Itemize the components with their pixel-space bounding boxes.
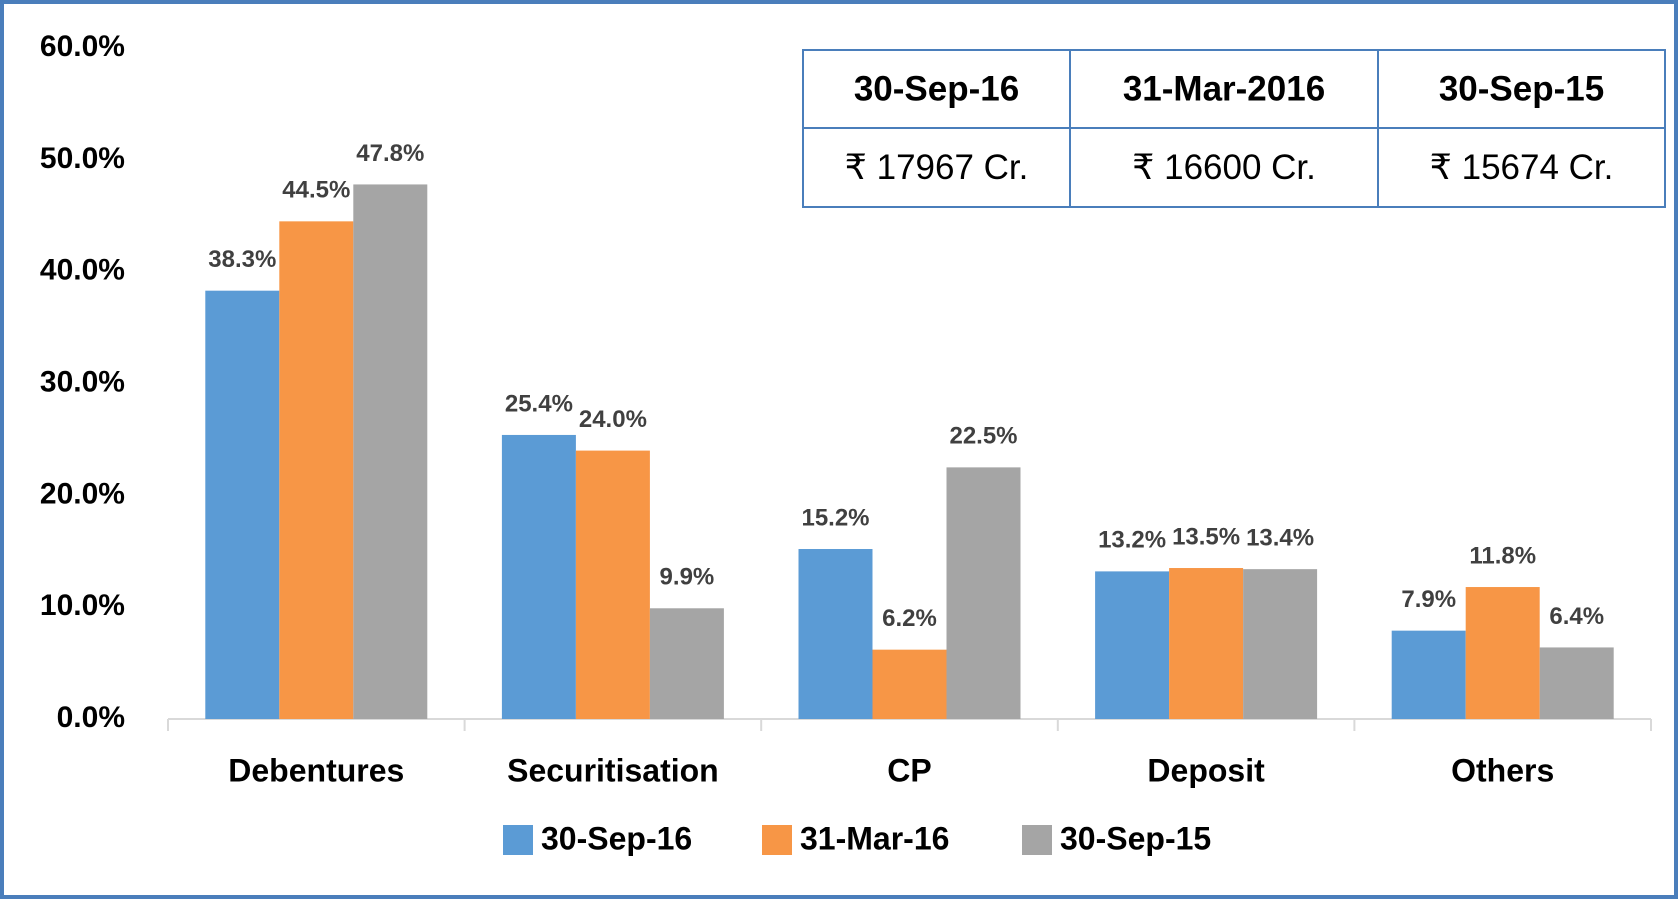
value-label: 6.2%: [882, 605, 937, 632]
bar: [1391, 630, 1466, 719]
bar: [501, 434, 576, 719]
table-header: 31-Mar-2016: [1123, 69, 1325, 108]
x-tick-label: CP: [887, 752, 931, 788]
table-header: 30-Sep-15: [1439, 69, 1604, 108]
value-label: 6.4%: [1549, 603, 1604, 630]
bar: [1539, 647, 1614, 719]
x-tick-label: Deposit: [1147, 752, 1265, 788]
legend-label: 30-Sep-16: [541, 820, 692, 856]
bar: [205, 290, 280, 719]
bar: [798, 549, 873, 719]
bar: [279, 221, 354, 719]
y-tick-label: 0.0%: [57, 701, 125, 734]
value-label: 38.3%: [208, 246, 276, 273]
value-label: 13.5%: [1172, 523, 1240, 550]
x-tick-label: Securitisation: [507, 752, 719, 788]
table-cell: ₹ 17967 Cr.: [845, 148, 1029, 187]
x-tick-label: Others: [1451, 752, 1554, 788]
y-tick-label: 60.0%: [40, 30, 125, 63]
value-label: 47.8%: [356, 140, 424, 167]
value-label: 44.5%: [282, 177, 350, 204]
y-tick-label: 10.0%: [40, 589, 125, 622]
bar: [1169, 568, 1244, 719]
value-label: 7.9%: [1401, 586, 1456, 613]
table-cell: ₹ 15674 Cr.: [1430, 148, 1614, 187]
legend-swatch: [762, 825, 792, 855]
bar: [1095, 571, 1170, 719]
x-tick-label: Debentures: [228, 752, 404, 788]
legend-label: 31-Mar-16: [800, 820, 949, 856]
bar: [649, 608, 724, 719]
bar: [353, 184, 428, 720]
y-tick-label: 50.0%: [40, 142, 125, 175]
legend-swatch: [503, 825, 533, 855]
value-label: 15.2%: [801, 504, 869, 531]
bar: [1243, 569, 1318, 719]
value-label: 11.8%: [1469, 542, 1536, 569]
y-tick-label: 20.0%: [40, 477, 125, 510]
value-label: 13.4%: [1246, 524, 1314, 551]
table-header: 30-Sep-16: [854, 69, 1019, 108]
legend-swatch: [1022, 825, 1052, 855]
value-label: 9.9%: [660, 564, 715, 591]
value-label: 13.2%: [1098, 527, 1166, 554]
value-label: 24.0%: [579, 406, 647, 433]
value-label: 22.5%: [949, 423, 1017, 450]
bar: [872, 649, 947, 719]
y-tick-label: 40.0%: [40, 254, 125, 287]
value-label: 25.4%: [505, 390, 573, 417]
bar: [1465, 587, 1540, 719]
bar: [946, 467, 1021, 719]
table-cell: ₹ 16600 Cr.: [1132, 148, 1316, 187]
bar: [575, 450, 650, 719]
legend-label: 30-Sep-15: [1060, 820, 1211, 856]
y-tick-label: 30.0%: [40, 365, 125, 398]
